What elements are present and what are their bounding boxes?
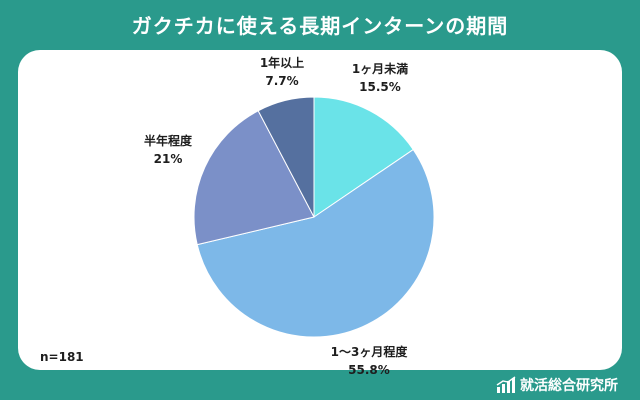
slice-value-label: 55.8% — [348, 363, 390, 377]
slice-category-label: 1ヶ月未満 — [352, 61, 408, 76]
slice-category-label: 1年以上 — [260, 55, 304, 70]
sample-size: n=181 — [40, 350, 84, 364]
brand-name: 就活総合研究所 — [520, 378, 618, 394]
pie-slice — [313, 96, 414, 218]
brand-logo: 就活総合研究所 — [496, 375, 618, 395]
pie-slice — [196, 148, 435, 338]
slice-category-label: 1〜3ヶ月程度 — [331, 344, 409, 359]
pie-slice — [193, 110, 315, 246]
slice-value-label: 15.5% — [359, 80, 401, 94]
chart-title: ガクチカに使える長期インターンの期間 — [131, 14, 509, 38]
bar-chart-icon — [496, 376, 516, 393]
slice-value-label: 21% — [154, 152, 183, 166]
slice-value-label: 7.7% — [265, 74, 298, 88]
slice-category-label: 半年程度 — [144, 133, 193, 148]
pie-slice — [257, 96, 315, 218]
